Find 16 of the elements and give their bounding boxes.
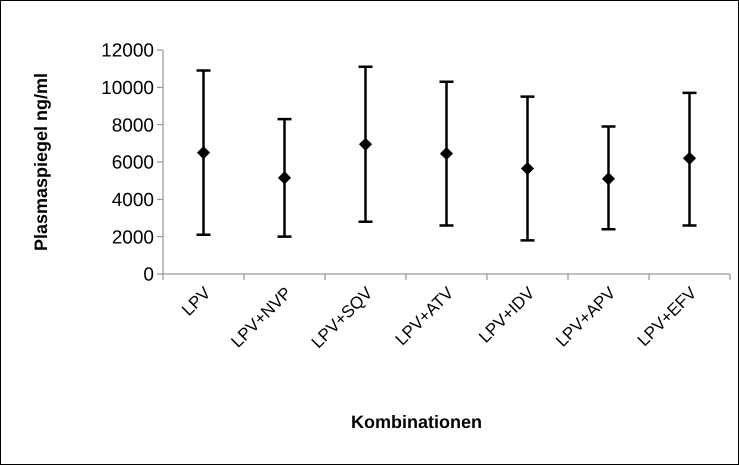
point xyxy=(682,152,696,165)
point xyxy=(196,146,210,160)
point xyxy=(278,171,292,184)
y-tick-label: 12000 xyxy=(101,40,154,62)
x-axis-title: Kombinationen xyxy=(351,412,482,432)
point xyxy=(358,138,372,151)
y-tick-label: 10000 xyxy=(101,78,154,99)
y-tick-label: 0 xyxy=(143,264,154,286)
y-tick-label: 4000 xyxy=(112,190,154,211)
y-tick-label: 2000 xyxy=(112,227,154,248)
point xyxy=(520,162,534,176)
y-tick-label: 8000 xyxy=(112,115,154,136)
y-tick-label: 6000 xyxy=(112,152,154,174)
point xyxy=(602,172,616,186)
y-axis-title: Plasmaspiegel ng/ml xyxy=(31,72,51,252)
point xyxy=(440,147,454,160)
